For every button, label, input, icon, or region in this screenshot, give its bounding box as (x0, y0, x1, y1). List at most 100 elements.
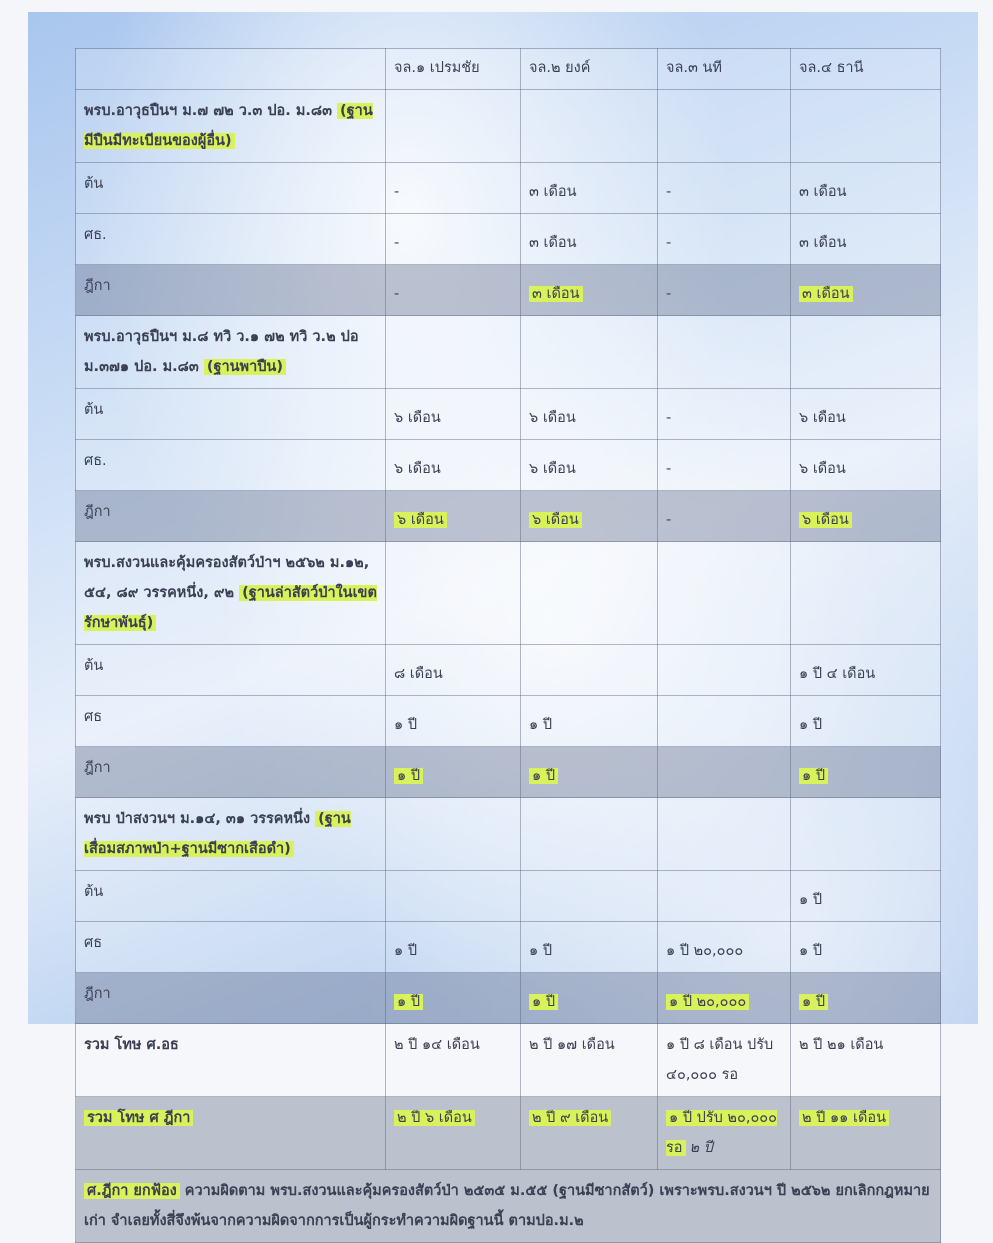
sentence-cell-text: - (394, 184, 400, 200)
total-cell-text: ๒ ปี ๑๗ เดือน (529, 1037, 615, 1053)
court-row: ต้น ๑ ปี (75, 870, 941, 922)
sentence-cell: ๑ ปี (520, 972, 658, 1024)
sentence-cell-text: ๑ ปี ๒๐,๐๐๐ (666, 994, 750, 1010)
court-row: ต้น๘ เดือน ๑ ปี ๔ เดือน (75, 644, 941, 696)
sentence-cell-text: - (394, 286, 400, 302)
sentence-cell-text: - (666, 461, 672, 477)
sentence-cell-text: ๑ ปี (394, 717, 418, 733)
sentence-cell-text: ๖ เดือน (799, 410, 846, 426)
empty-cell (520, 541, 658, 645)
section-title-row: พรบ.อาวุธปืนฯ ม.๘ ทวิ ว.๑ ๗๒ ทวิ ว.๒ ปอ … (75, 315, 941, 389)
column-header-1: จล.๑ เปรมชัย (385, 48, 521, 90)
section-basis-highlight: (ฐานพาปืน) (203, 359, 286, 375)
sentence-cell-text: ๖ เดือน (394, 512, 447, 528)
sentence-cell-text: ๓ เดือน (529, 184, 577, 200)
sentence-cell: ๖ เดือน (520, 439, 658, 491)
sentence-cell: - (385, 162, 521, 214)
sentence-cell (520, 644, 658, 696)
court-label: ฎีกา (75, 490, 386, 542)
sentence-cell-text: ๖ เดือน (799, 461, 846, 477)
sentence-cell-text: - (666, 512, 672, 528)
empty-cell (657, 541, 791, 645)
court-label: ต้น (75, 870, 386, 922)
column-header-4: จล.๔ ธานี (790, 48, 941, 90)
court-label: ศธ. (75, 439, 386, 491)
empty-cell (790, 797, 941, 871)
empty-cell (520, 315, 658, 389)
empty-cell (520, 89, 658, 163)
sentence-cell: ๖ เดือน (520, 388, 658, 440)
court-label-text: ต้น (84, 402, 104, 418)
column-header-0 (75, 48, 386, 90)
sentence-cell-text: ๖ เดือน (799, 512, 852, 528)
court-row: ฎีกา๑ ปี ๑ ปี ๑ ปี ๒๐,๐๐๐ ๑ ปี (75, 972, 941, 1024)
court-row: ต้น๖ เดือน ๖ เดือน - ๖ เดือน (75, 388, 941, 440)
empty-cell (790, 541, 941, 645)
sentence-cell: ๖ เดือน (385, 388, 521, 440)
column-header-4-text: จล.๔ ธานี (799, 60, 864, 76)
sentence-cell: ๓ เดือน (790, 162, 941, 214)
sentence-cell-text: ๖ เดือน (529, 410, 576, 426)
column-header-3: จล.๓ นที (657, 48, 791, 90)
empty-cell (520, 797, 658, 871)
empty-cell (790, 89, 941, 163)
note-cell: ศ.ฎีกา ยกฟ้อง ความผิดตาม พรบ.สงวนและคุ้ม… (75, 1169, 941, 1243)
sentence-cell-text: - (666, 286, 672, 302)
sentence-cell (657, 746, 791, 798)
sentence-cell: - (657, 162, 791, 214)
court-label: ต้น (75, 388, 386, 440)
sentence-cell: ๑ ปี (385, 972, 521, 1024)
sentence-cell: ๑ ปี (520, 746, 658, 798)
court-label: ฎีกา (75, 972, 386, 1024)
court-row: ฎีกา ๖ เดือน ๖ เดือน - ๖ เดือน (75, 490, 941, 542)
column-header-1-text: จล.๑ เปรมชัย (394, 60, 480, 76)
section-title: พรบ.สงวนและคุ้มครองสัตว์ป่าฯ ๒๕๖๒ ม.๑๒, … (75, 541, 386, 645)
empty-cell (385, 89, 521, 163)
sentence-cell: ๖ เดือน (790, 490, 941, 542)
total-label: รวม โทษ ศ.อธ (75, 1023, 386, 1097)
court-row: ฎีกา๑ ปี ๑ ปี ๑ ปี (75, 746, 941, 798)
total-cell: ๒ ปี ๑๗ เดือน (520, 1023, 658, 1097)
sentence-cell-text: ๓ เดือน (799, 184, 847, 200)
sentence-cell: ๖ เดือน (385, 439, 521, 491)
total-cell-text: ๑ ปี ๘ เดือน ปรับ ๔๐,๐๐๐ รอ (666, 1037, 774, 1083)
court-label: ฎีกา (75, 746, 386, 798)
sentence-cell-text: - (666, 410, 672, 426)
court-label: ต้น (75, 644, 386, 696)
empty-cell (385, 797, 521, 871)
sentence-cell: ๑ ปี (790, 870, 941, 922)
sentence-cell-text: ๑ ปี ๒๐,๐๐๐ (666, 943, 744, 959)
sentence-cell: ๖ เดือน (520, 490, 658, 542)
sentence-cell (385, 870, 521, 922)
sentence-cell-text: ๓ เดือน (529, 286, 583, 302)
header-row: จล.๑ เปรมชัย จล.๒ ยงค์ จล.๓ นที จล.๔ ธานี (75, 48, 941, 90)
sentence-cell-text: ๑ ปี (394, 943, 418, 959)
court-label: ต้น (75, 162, 386, 214)
sentence-cell: - (657, 490, 791, 542)
total-cell: ๑ ปี ปรับ ๒๐,๐๐๐ รอ๒ ปี (657, 1096, 791, 1170)
sentence-cell-text: ๖ เดือน (394, 461, 441, 477)
total-cell-text: ๒ ปี ๖ เดือน (394, 1110, 475, 1126)
sentence-cell: ๑ ปี (790, 921, 941, 973)
court-label-text: ต้น (84, 176, 104, 192)
section-title-row: พรบ.สงวนและคุ้มครองสัตว์ป่าฯ ๒๕๖๒ ม.๑๒, … (75, 541, 941, 645)
total-label: รวม โทษ ศ ฎีกา (75, 1096, 386, 1170)
sentence-cell: ๑ ปี ๒๐,๐๐๐ (657, 921, 791, 973)
sentence-cell: ๑ ปี ๒๐,๐๐๐ (657, 972, 791, 1024)
handwritten-note: ๒ ปี (689, 1140, 713, 1156)
section-title: พรบ ป่าสงวนฯ ม.๑๔, ๓๑ วรรคหนึ่ง (ฐานเสื่… (75, 797, 386, 871)
column-header-3-text: จล.๓ นที (666, 60, 722, 76)
section-title-text: พรบ ป่าสงวนฯ ม.๑๔, ๓๑ วรรคหนึ่ง (84, 811, 311, 827)
court-label-text: ฎีกา (84, 760, 111, 776)
court-row: ศธ๑ ปี ๑ ปี ๑ ปี ๒๐,๐๐๐ ๑ ปี (75, 921, 941, 973)
empty-cell (385, 315, 521, 389)
column-header-2: จล.๒ ยงค์ (520, 48, 658, 90)
sentence-cell-text: ๖ เดือน (529, 512, 582, 528)
section-title-row: พรบ.อาวุธปืนฯ ม.๗ ๗๒ ว.๓ ปอ. ม.๘๓ (ฐานมี… (75, 89, 941, 163)
section-title-row: พรบ ป่าสงวนฯ ม.๑๔, ๓๑ วรรคหนึ่ง (ฐานเสื่… (75, 797, 941, 871)
sentence-cell: ๓ เดือน (790, 264, 941, 316)
sentence-cell-text: ๓ เดือน (799, 235, 847, 251)
sentence-cell-text: - (666, 235, 672, 251)
sentence-cell: - (385, 213, 521, 265)
sentence-cell: ๖ เดือน (385, 490, 521, 542)
